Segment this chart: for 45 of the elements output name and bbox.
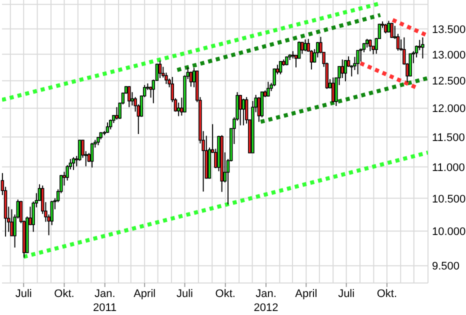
candlestick [115, 106, 118, 120]
x-tick-label: Okt. [215, 288, 236, 300]
candlestick [421, 36, 424, 59]
y-tick-label: 10.500 [432, 193, 466, 206]
candlestick [72, 156, 76, 170]
candlestick [297, 40, 301, 59]
x-tick-label: Jan. 2011 [93, 288, 117, 314]
x-tick-label: Jan. 2012 [254, 288, 278, 314]
candlestick [266, 81, 270, 98]
candlestick [90, 142, 94, 168]
x-tick-label: Okt. [54, 288, 74, 300]
x-tick-label: Juli [338, 288, 355, 300]
candlestick [278, 60, 282, 75]
candlestick [368, 38, 372, 52]
candlestick [356, 50, 360, 75]
x-tick-label: Okt. [376, 288, 398, 300]
candlestick [10, 208, 14, 236]
y-tick-label: 11.500 [432, 132, 465, 144]
x-tick-label: Juli [15, 288, 32, 300]
x-tick-label: April [134, 288, 156, 300]
candlestick [108, 119, 112, 130]
candlestick [189, 71, 193, 88]
y-tick-label: 12.500 [432, 76, 466, 88]
x-tick-label: Juli [176, 288, 194, 300]
candlestick [106, 122, 110, 134]
y-tick-label: 10.000 [432, 226, 466, 238]
candlestick [128, 86, 131, 108]
candlestick [390, 22, 394, 38]
y-tick-label: 12.000 [432, 103, 466, 116]
x-tick-label: April [295, 288, 318, 300]
candlestick [344, 60, 348, 82]
candlestick [158, 60, 162, 79]
y-tick-label: 9.500 [432, 260, 460, 273]
candlestick [272, 68, 276, 87]
candlestick [238, 94, 242, 126]
candlestick [384, 23, 388, 34]
y-tick-label: 13.000 [432, 49, 466, 62]
candlestick [340, 58, 344, 79]
candlestick [260, 91, 264, 118]
candlestick [331, 76, 335, 104]
y-tick-label: 13.500 [432, 24, 466, 36]
candlestick [304, 38, 307, 52]
y-tick-label: 11.000 [432, 162, 465, 174]
candlestick [242, 98, 246, 126]
candlestick [176, 102, 180, 117]
